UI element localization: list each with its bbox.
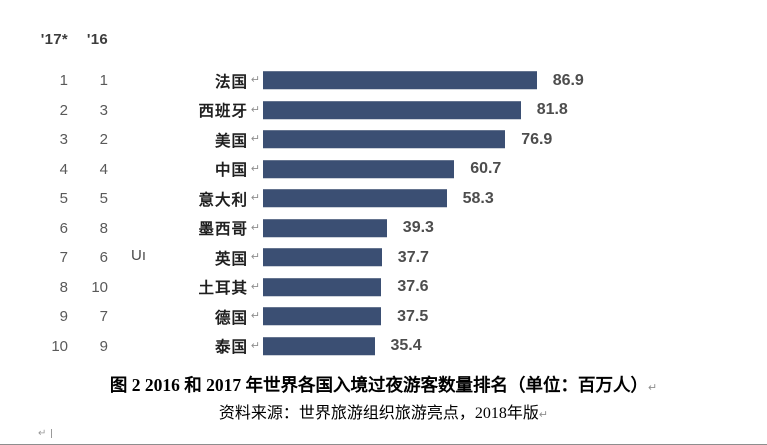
country-label: 德国 [214, 309, 248, 327]
country-label: 西班牙 [198, 103, 248, 121]
text-cursor-icon [51, 429, 53, 438]
rank-2017-label: 6 [59, 219, 68, 237]
table-row: 5 5 意大利 ↵ 58.3 [0, 184, 767, 214]
table-row: 1 1 法国 ↵ 86.9 [0, 66, 767, 96]
paragraph-mark-icon: ↵ [250, 280, 261, 293]
rank-2017-label: 3 [59, 131, 68, 149]
rank-2016-label: 7 [99, 308, 108, 326]
paragraph-mark-icon: ↵ [250, 339, 261, 352]
value-label: 39.3 [402, 219, 434, 237]
country-label: 泰国 [214, 339, 248, 357]
table-row: 8 10 土耳其 ↵ 37.6 [0, 273, 767, 303]
table-row: 3 2 美国 ↵ 76.9 [0, 125, 767, 155]
table-row: 2 3 西班牙 ↵ 81.8 [0, 96, 767, 126]
rank-2017-label: 8 [59, 278, 68, 296]
country-label: 意大利 [198, 191, 248, 209]
bar [263, 100, 521, 120]
rank-2017-label: 9 [59, 308, 68, 326]
paragraph-mark-icon: ↵ [250, 251, 261, 264]
rank-2016-label: 5 [99, 190, 108, 208]
rank-2016-label: 1 [99, 72, 108, 90]
bar [263, 71, 537, 91]
rank-2016-label: 2 [99, 131, 108, 149]
paragraph-mark-icon: ↵ [250, 103, 261, 116]
rank-2016-label: 3 [99, 101, 108, 119]
bar [263, 130, 506, 150]
rank-2017-label: 5 [59, 190, 68, 208]
paragraph-mark-icon: ↵ [647, 382, 658, 394]
figure-caption: 图 2 2016 和 2017 年世界各国入境过夜游客数量排名（单位：百万人）↵ [0, 372, 767, 397]
bar [263, 336, 375, 356]
bar [263, 189, 447, 209]
table-row: 10 9 泰国 ↵ 35.4 [0, 332, 767, 362]
bar [263, 248, 382, 268]
bar-chart: 1 1 法国 ↵ 86.9 2 3 西班牙 ↵ 81.8 3 2 美国 ↵ 76… [0, 66, 767, 361]
table-row: 9 7 德国 ↵ 37.5 [0, 302, 767, 332]
stray-clipped-text: Uı [131, 247, 146, 264]
value-label: 81.8 [536, 101, 568, 119]
rank-2017-label: 4 [59, 160, 68, 178]
value-label: 37.5 [397, 307, 429, 325]
rank-2017-label: 1 [59, 72, 68, 90]
paragraph-mark-icon: ↵ [250, 221, 261, 234]
empty-paragraph-marks: ↵ [38, 428, 53, 439]
paragraph-mark-icon: ↵ [538, 409, 549, 421]
bar [263, 218, 387, 238]
value-label: 37.7 [397, 248, 429, 266]
rank-2016-label: 9 [99, 337, 108, 355]
table-row: 6 8 墨西哥 ↵ 39.3 [0, 214, 767, 244]
paragraph-mark-icon: ↵ [38, 428, 47, 439]
country-label: 英国 [214, 250, 248, 268]
rank-2016-label: 4 [99, 160, 108, 178]
paragraph-mark-icon: ↵ [250, 192, 261, 205]
paragraph-mark-icon: ↵ [250, 74, 261, 87]
rank-2017-label: 10 [51, 337, 68, 355]
country-label: 美国 [214, 132, 248, 150]
rank-header-row: '17* '16 [0, 31, 108, 48]
rank-2016-label: 8 [99, 219, 108, 237]
value-label: 37.6 [397, 278, 429, 296]
rank-2016-label: 6 [99, 249, 108, 267]
rank-header-2016: '16 [86, 31, 108, 48]
value-label: 86.9 [552, 71, 584, 89]
country-label: 法国 [214, 73, 248, 91]
source-caption: 资料来源：世界旅游组织旅游亮点，2018年版↵ [0, 399, 767, 423]
table-row: 7 6 Uı 英国 ↵ 37.7 [0, 243, 767, 273]
value-label: 76.9 [521, 130, 553, 148]
value-label: 60.7 [470, 160, 502, 178]
country-label: 墨西哥 [198, 221, 248, 239]
source-caption-text: 资料来源：世界旅游组织旅游亮点，2018年版 [218, 405, 539, 422]
bar [263, 307, 382, 327]
value-label: 35.4 [390, 337, 422, 355]
country-label: 中国 [214, 162, 248, 180]
bar [263, 159, 455, 179]
paragraph-mark-icon: ↵ [250, 133, 261, 146]
rank-2017-label: 2 [59, 101, 68, 119]
paragraph-mark-icon: ↵ [250, 162, 261, 175]
figure-caption-text: 图 2 2016 和 2017 年世界各国入境过夜游客数量排名（单位：百万人） [109, 375, 648, 395]
paragraph-mark-icon: ↵ [250, 310, 261, 323]
bar [263, 277, 382, 297]
table-row: 4 4 中国 ↵ 60.7 [0, 155, 767, 185]
rank-2017-label: 7 [59, 249, 68, 267]
country-label: 土耳其 [198, 280, 248, 298]
rank-header-2017: '17* [40, 31, 68, 48]
rank-2016-label: 10 [91, 278, 108, 296]
value-label: 58.3 [462, 189, 494, 207]
